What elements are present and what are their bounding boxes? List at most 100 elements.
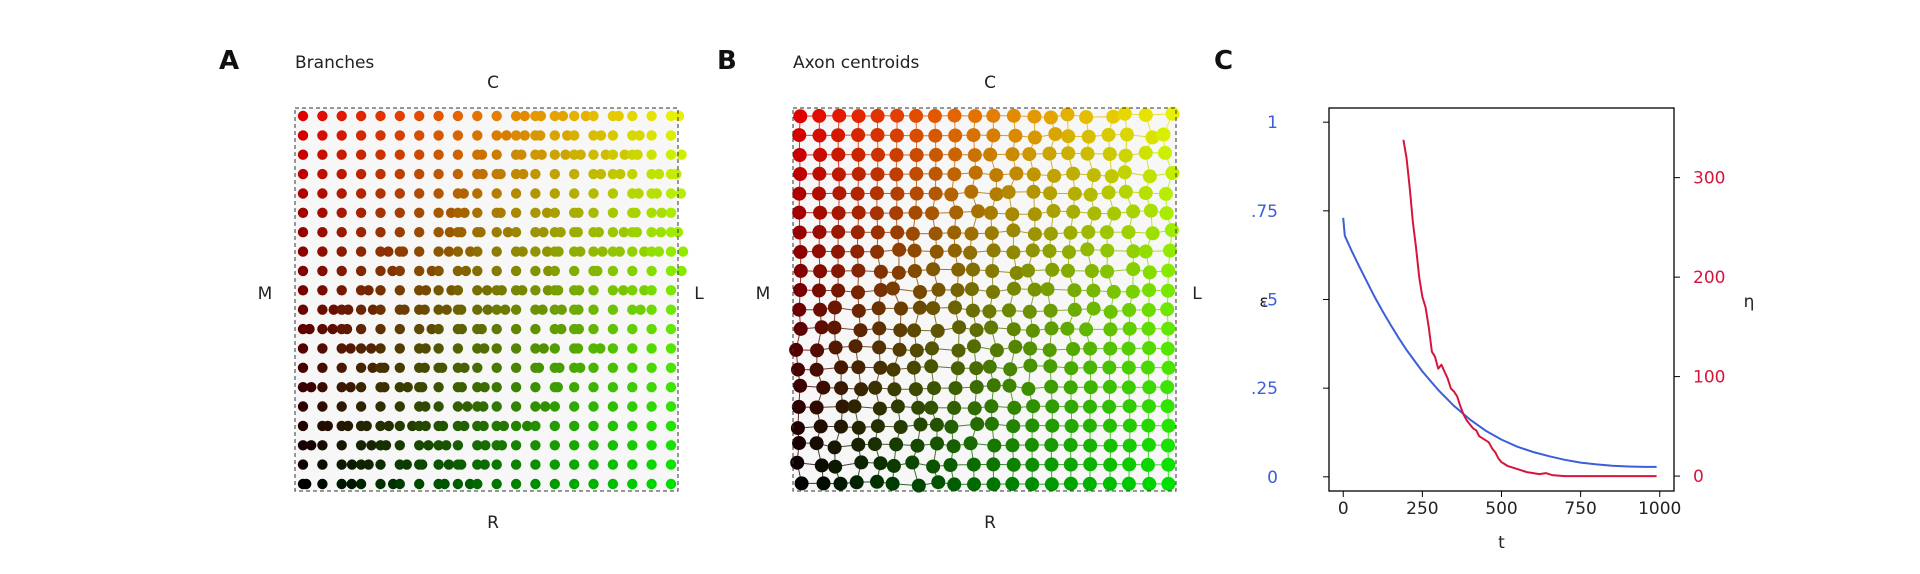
centroid-dot	[792, 436, 806, 450]
branch-dot	[297, 440, 309, 451]
branch-dot	[607, 130, 619, 141]
centroid-dot	[873, 456, 888, 471]
centroid-dot	[890, 186, 905, 201]
centroid-dot	[1141, 321, 1156, 336]
centroid-dot	[873, 264, 888, 279]
branch-dot	[456, 459, 467, 470]
centroid-dot	[986, 378, 1001, 393]
branch-dot	[646, 343, 657, 354]
branch-dot	[573, 285, 585, 296]
centroid-dot	[814, 320, 829, 335]
branch-dot	[304, 323, 315, 335]
x-tick-label: 500	[1485, 499, 1517, 519]
branch-dot	[317, 362, 328, 373]
branch-dot	[510, 382, 522, 393]
centroid-dot	[834, 381, 849, 396]
branch-dot	[538, 227, 549, 238]
centroid-dot	[813, 302, 828, 317]
branch-dot	[607, 401, 619, 412]
branch-dot	[375, 246, 386, 257]
branch-dot	[588, 188, 599, 199]
centroid-dot	[1003, 362, 1018, 377]
centroid-dot	[789, 342, 804, 357]
branch-dot	[436, 362, 448, 373]
branch-dot	[336, 149, 347, 160]
panel-a-label-left: M	[258, 284, 273, 304]
branch-dot	[317, 382, 328, 393]
branch-dot	[317, 478, 328, 490]
branch-dot	[297, 343, 309, 354]
centroid-dot	[1027, 109, 1042, 124]
branch-dot	[495, 168, 506, 180]
branch-dot	[375, 130, 386, 141]
branch-dot	[632, 149, 643, 160]
branch-dot	[459, 362, 470, 373]
centroid-dot	[1043, 110, 1058, 125]
branch-dot	[627, 323, 638, 335]
centroid-dot	[1009, 166, 1024, 181]
centroid-dot	[790, 455, 805, 470]
branch-dot	[676, 265, 687, 277]
panel-b: B Axon centroids C R M L	[717, 46, 1202, 533]
centroid-dot	[1045, 399, 1060, 414]
centroid-dot	[912, 300, 927, 315]
branch-dot	[530, 246, 541, 257]
branch-dot	[433, 459, 444, 470]
branch-dot	[588, 304, 599, 315]
panel-c-letter: C	[1214, 46, 1233, 76]
centroid-dot	[853, 323, 868, 338]
branch-dot	[630, 207, 641, 218]
branch-dot	[327, 323, 338, 335]
branch-dot	[491, 246, 502, 257]
branch-dot	[569, 420, 580, 432]
branch-dot	[491, 478, 502, 490]
centroid-dot	[909, 108, 924, 123]
branch-dot	[452, 478, 464, 490]
branch-dot	[549, 420, 560, 432]
panel-b-frame	[792, 107, 1177, 492]
centroid-dot	[1006, 108, 1021, 123]
centroid-dot	[946, 439, 961, 454]
centroid-dot	[812, 108, 827, 123]
branch-dot	[317, 246, 328, 257]
centroid-dot	[869, 206, 884, 221]
centroid-dot	[1060, 107, 1075, 122]
branch-dot	[433, 168, 444, 180]
branch-dot	[297, 168, 309, 180]
branch-dot	[355, 440, 367, 451]
panel-a-label-bottom: R	[487, 513, 499, 533]
centroid-dot	[944, 419, 959, 434]
centroid-dot	[931, 282, 946, 297]
centroid-dot	[966, 128, 981, 143]
centroid-dot	[1061, 129, 1076, 144]
branch-dot	[665, 323, 677, 335]
branch-dot	[355, 478, 367, 490]
centroid-dot	[1122, 418, 1137, 433]
centroid-dot	[1061, 263, 1075, 278]
centroid-dot	[965, 303, 980, 318]
centroid-dot	[851, 303, 866, 318]
centroid-dot	[1161, 476, 1176, 491]
x-tick-label: 250	[1406, 499, 1438, 519]
branch-dot	[607, 362, 619, 373]
centroid-dot	[1027, 130, 1042, 145]
branch-dot	[491, 304, 502, 315]
branch-dot	[510, 323, 522, 335]
centroid-dot	[984, 416, 999, 431]
centroid-dot	[1002, 303, 1016, 318]
centroid-dot	[1161, 283, 1175, 298]
centroid-dot	[1043, 359, 1058, 374]
branch-dot	[401, 459, 412, 470]
branch-dot	[317, 265, 328, 277]
branch-dot	[472, 362, 483, 373]
centroid-dot	[905, 226, 920, 241]
centroid-dot	[1044, 457, 1059, 472]
branch-dot	[336, 459, 347, 470]
branch-dot	[355, 459, 367, 470]
centroid-dot	[1086, 283, 1101, 298]
branch-dot	[414, 265, 425, 277]
branch-dot	[510, 227, 522, 238]
centroid-dot	[909, 186, 924, 201]
centroid-dot	[1158, 145, 1172, 160]
centroid-dot	[911, 478, 926, 493]
